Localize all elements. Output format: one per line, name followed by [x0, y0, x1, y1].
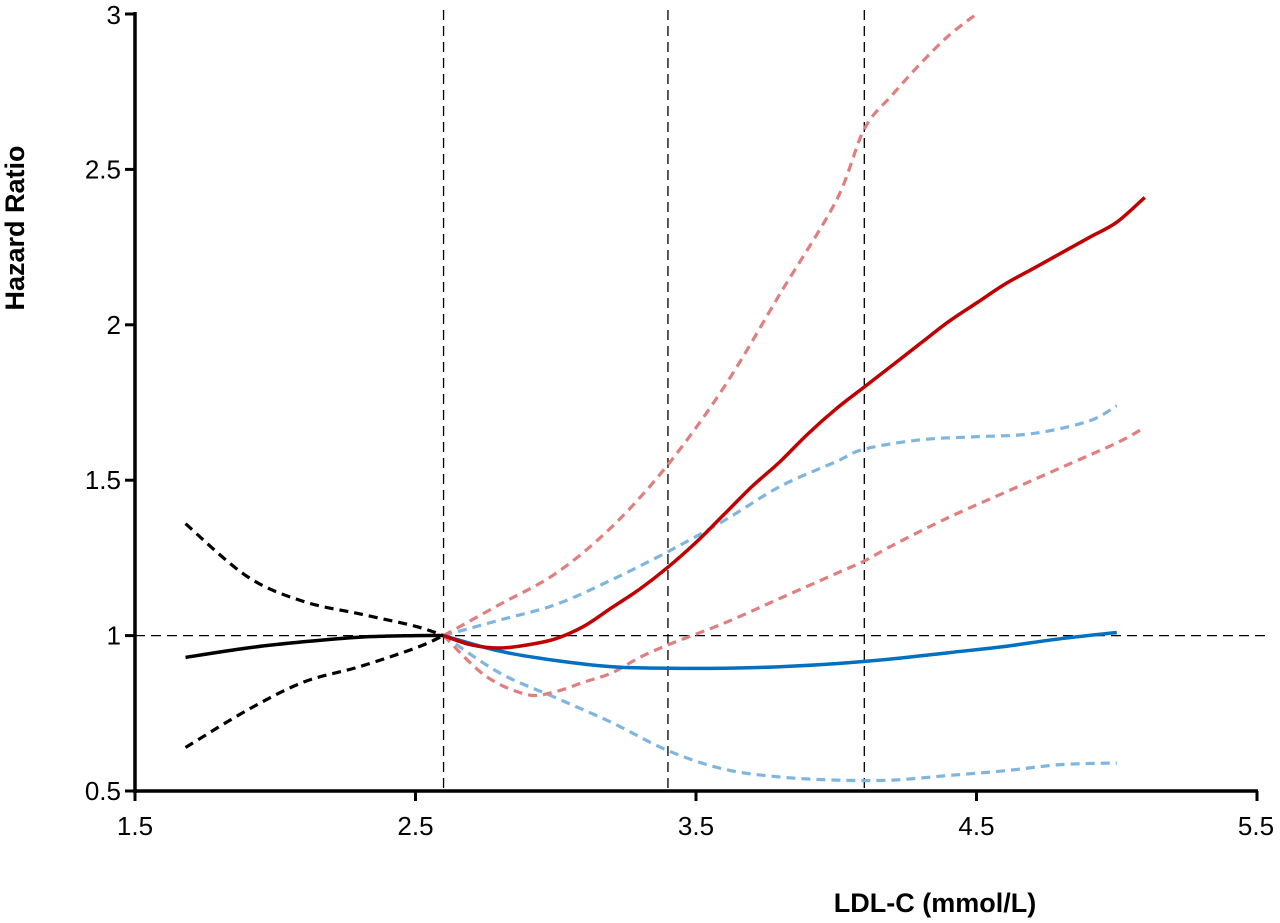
y-tick-label-1: 1: [107, 621, 121, 651]
y-tick-label-0: 0.5: [85, 776, 121, 806]
x-tick-label-3: 4.5: [958, 811, 994, 841]
y-tick-label-3: 2: [107, 310, 121, 340]
series-line-0: [185, 633, 444, 660]
x-tick-label-2: 3.5: [678, 811, 714, 841]
series-line-3: [443, 196, 1146, 650]
series-line-1: [184, 522, 445, 638]
x-tick-label-4: 5.5: [1238, 811, 1274, 841]
x-tick-label-0: 1.5: [117, 811, 153, 841]
y-tick-label-5: 3: [107, 0, 121, 30]
x-tick-label-1: 2.5: [397, 811, 433, 841]
ticks: 0.5 1 1.5 2 2.5 3 1.5 2.5 3.5 4.5 5.5: [85, 0, 1274, 841]
x-axis-title: LDL-C (mmol/L): [834, 888, 1036, 918]
y-tick-label-2: 1.5: [85, 465, 121, 495]
series-line-5: [442, 426, 1146, 698]
series-line-4: [442, 12, 978, 637]
series-line-7: [443, 404, 1118, 638]
reference-lines: [135, 10, 1268, 791]
axes: [133, 12, 1258, 793]
y-tick-label-4: 2.5: [85, 154, 121, 184]
y-axis-title: Hazard Ratio: [0, 145, 30, 310]
series-layer: [184, 12, 1146, 783]
series-line-6: [443, 630, 1117, 671]
series-line-8: [442, 634, 1117, 783]
